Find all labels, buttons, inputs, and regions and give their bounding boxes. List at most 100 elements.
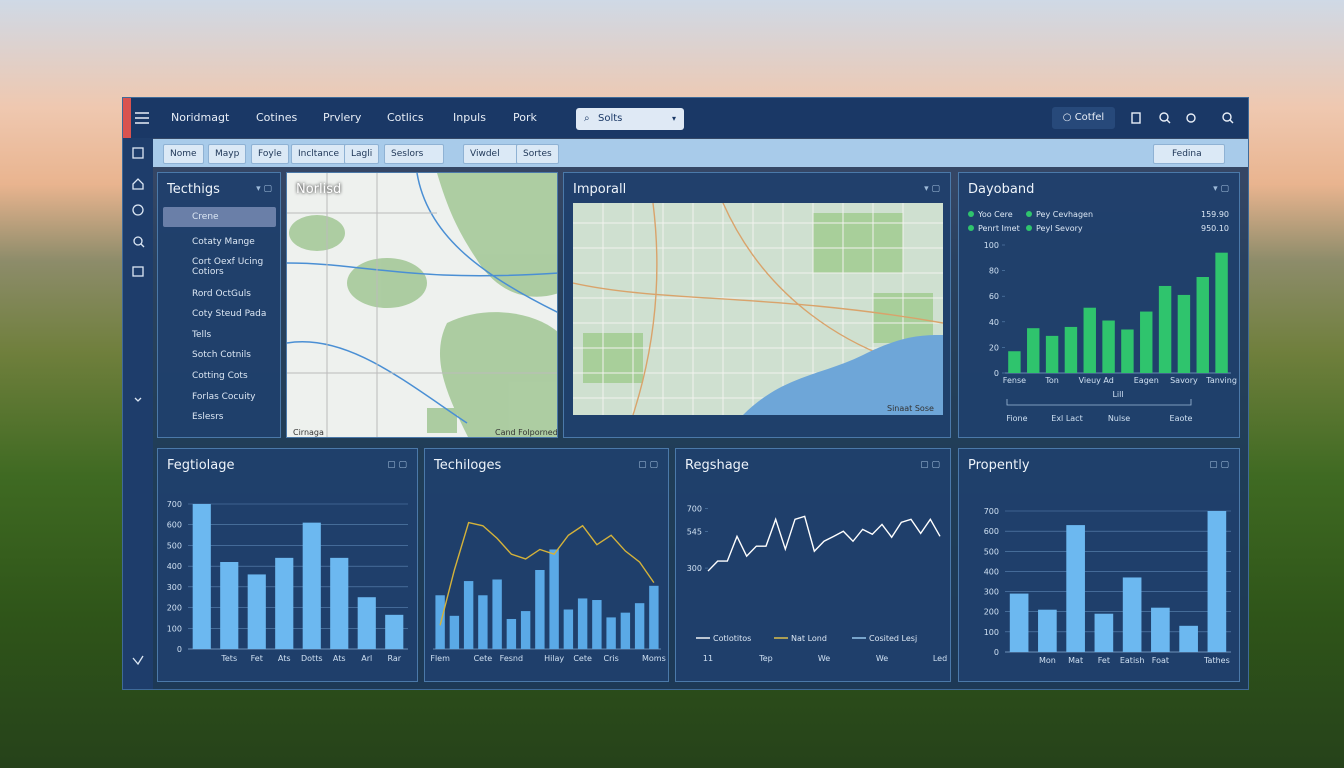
search-box[interactable]: ⌕ Solts ▾ bbox=[576, 108, 684, 130]
nav-item[interactable]: Pork bbox=[513, 111, 537, 124]
toolbar-button[interactable]: Nome bbox=[163, 144, 204, 164]
x-tick-label: Mon bbox=[1039, 656, 1056, 665]
bar bbox=[302, 522, 321, 649]
panel-icons[interactable]: ▾ ▢ bbox=[924, 184, 940, 194]
list-item[interactable]: Crene bbox=[192, 212, 219, 222]
bar bbox=[330, 557, 349, 649]
icon-group[interactable] bbox=[1129, 110, 1239, 126]
bar bbox=[463, 581, 474, 649]
map-panel: Cirnaga Cand Folporned Norlisd bbox=[286, 172, 558, 438]
legend-label: Cotlotitos bbox=[713, 634, 751, 643]
bar bbox=[549, 549, 559, 649]
selected-row bbox=[163, 207, 276, 227]
nav-button[interactable]: ○ Cotfel bbox=[1052, 107, 1115, 129]
y-tick-label: 400 bbox=[167, 562, 182, 571]
toolbar: Nome Mayp Foyle Incltance Lagli Seslors … bbox=[153, 139, 1248, 167]
legend-dot bbox=[968, 225, 974, 231]
x-tick-label: Rar bbox=[387, 654, 401, 663]
x-tick-label: Eagen bbox=[1134, 376, 1159, 385]
toolbar-dropdown[interactable]: Fedina bbox=[1153, 144, 1225, 164]
bar bbox=[247, 574, 266, 649]
panel-icons[interactable]: ▢ ▢ bbox=[920, 460, 940, 470]
x-tick-label: Tathes bbox=[1203, 656, 1230, 665]
nav-item[interactable]: Prvlery bbox=[323, 111, 362, 124]
bar bbox=[606, 617, 616, 649]
y-tick-label: 500 bbox=[167, 541, 182, 550]
menu-icon[interactable] bbox=[135, 112, 149, 124]
list-item[interactable]: Cort Oexf Ucing Cotiors bbox=[192, 257, 264, 277]
y-tick-label: 700 bbox=[687, 504, 702, 513]
bar bbox=[1094, 613, 1114, 652]
nav-item[interactable]: Cotlics bbox=[387, 111, 424, 124]
panel-icons[interactable]: ▾ ▢ bbox=[256, 184, 272, 194]
toolbar-button[interactable]: Mayp bbox=[208, 144, 247, 164]
y-tick-label: 40 bbox=[989, 318, 999, 327]
bar bbox=[435, 595, 445, 649]
panel-icons[interactable]: ▾ ▢ bbox=[1213, 184, 1229, 194]
list-item[interactable]: Cotting Cots bbox=[192, 371, 248, 381]
map-label: Sinaat Sose bbox=[887, 404, 934, 413]
toolbar-button[interactable]: Lagli bbox=[344, 144, 380, 164]
y-tick-label: 0 bbox=[994, 369, 999, 378]
bar bbox=[449, 615, 460, 649]
map-label: Cirnaga bbox=[293, 428, 324, 437]
x-axis-label: Lill bbox=[1112, 390, 1123, 399]
y-tick-label: 200 bbox=[167, 604, 182, 613]
toolbar-button[interactable]: Foyle bbox=[251, 144, 289, 164]
nav-item[interactable]: Inpuls bbox=[453, 111, 486, 124]
y-tick-label: 60 bbox=[989, 292, 999, 301]
map[interactable]: Cirnaga Cand Folporned bbox=[287, 173, 558, 438]
panel-icons[interactable]: ▢ ▢ bbox=[387, 460, 407, 470]
x-tick-label: Cete bbox=[573, 654, 592, 663]
toolbar-button[interactable]: Sortes bbox=[516, 144, 559, 164]
panel-icons[interactable]: ▢ ▢ bbox=[1209, 460, 1229, 470]
list-item[interactable]: Tells bbox=[192, 330, 212, 340]
y-tick-label: 100 bbox=[167, 624, 182, 633]
stat-value: 950.10 bbox=[1201, 224, 1229, 233]
bar bbox=[1179, 625, 1198, 652]
toolbar-button[interactable]: Viwdel bbox=[463, 144, 521, 164]
toolbar-button[interactable]: Seslors bbox=[384, 144, 445, 164]
footer-label: Nulse bbox=[1108, 414, 1130, 423]
bar bbox=[1121, 329, 1134, 373]
list-item[interactable]: Cotaty Mange bbox=[192, 237, 255, 247]
legend-label: Penrt Imet bbox=[978, 224, 1020, 233]
bar bbox=[357, 597, 376, 649]
stat-value: 159.90 bbox=[1201, 210, 1229, 219]
nav-item[interactable]: Cotines bbox=[256, 111, 298, 124]
x-tick-label: Flem bbox=[430, 654, 450, 663]
x-tick-label: Ad bbox=[1103, 376, 1113, 385]
bar bbox=[478, 595, 488, 649]
list-item[interactable]: Coty Steud Pada bbox=[192, 309, 267, 319]
bar bbox=[275, 557, 294, 649]
y-tick-label: 700 bbox=[984, 507, 999, 516]
x-tick-label: Mat bbox=[1068, 656, 1083, 665]
chart: 0 20 40 60 80 100 Fense Ton Vieuy Ad Eagen Savory Ta… bbox=[968, 210, 1237, 423]
list-item[interactable]: Eslesrs bbox=[192, 412, 224, 422]
list-item[interactable]: Sotch Cotnils bbox=[192, 350, 251, 360]
bar bbox=[563, 609, 574, 649]
x-tick-label: Arl bbox=[361, 654, 372, 663]
footer-label: Fione bbox=[1006, 414, 1027, 423]
map[interactable]: Sinaat Sose bbox=[573, 203, 943, 415]
toolbar-button[interactable]: Incltance bbox=[291, 144, 347, 164]
y-tick-label: 100 bbox=[984, 241, 999, 250]
sidebar-icons[interactable] bbox=[123, 138, 153, 689]
bar bbox=[1038, 609, 1057, 652]
bar bbox=[1196, 277, 1209, 373]
x-tick-label: Fense bbox=[1003, 376, 1026, 385]
y-tick-label: 80 bbox=[989, 267, 999, 276]
x-tick-label: Led bbox=[933, 654, 947, 663]
y-tick-label: 400 bbox=[984, 567, 999, 576]
legend-dot bbox=[968, 211, 974, 217]
x-tick-label: Savory bbox=[1170, 376, 1198, 385]
y-tick-label: 545 bbox=[687, 528, 702, 537]
x-tick-label: Ton bbox=[1044, 376, 1059, 385]
list-item[interactable]: Forlas Cocuity bbox=[192, 392, 256, 402]
nav-item[interactable]: Noridmagt bbox=[171, 111, 230, 124]
sidebar bbox=[123, 138, 153, 689]
bar bbox=[1207, 511, 1227, 652]
panel-icons[interactable]: ▢ ▢ bbox=[638, 460, 658, 470]
bar bbox=[592, 600, 602, 649]
list-item[interactable]: Rord OctGuls bbox=[192, 289, 251, 299]
